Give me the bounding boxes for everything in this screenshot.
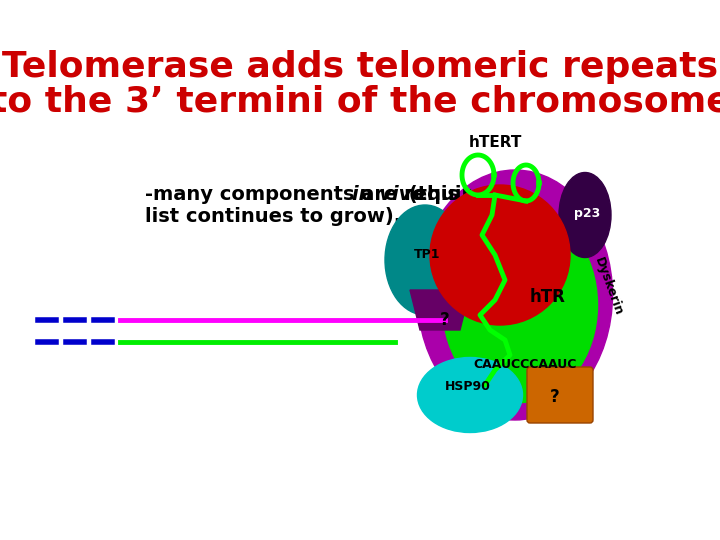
Ellipse shape [559,172,611,258]
Text: p23: p23 [574,206,600,219]
Text: TP1: TP1 [414,248,440,261]
Text: CAAUCCCAAUC: CAAUCCCAAUC [473,359,577,372]
FancyBboxPatch shape [527,367,593,423]
Ellipse shape [418,170,613,420]
Text: HSP90: HSP90 [445,381,491,394]
Text: ?: ? [550,388,560,406]
Text: Telomerase adds telomeric repeats: Telomerase adds telomeric repeats [2,50,718,84]
Text: Dyskerin: Dyskerin [591,256,624,318]
Text: ?: ? [440,311,450,329]
Ellipse shape [385,205,465,315]
Text: in vivo: in vivo [352,185,425,204]
Text: (this: (this [402,185,459,204]
Polygon shape [410,290,470,330]
Text: list continues to grow).: list continues to grow). [145,207,401,226]
Circle shape [430,185,570,325]
Text: hTERT: hTERT [468,135,522,150]
Ellipse shape [443,207,598,402]
Ellipse shape [418,357,523,433]
Text: hTR: hTR [530,288,566,306]
Text: to the 3’ termini of the chromosome: to the 3’ termini of the chromosome [0,85,720,119]
Text: -many components are required: -many components are required [145,185,505,204]
